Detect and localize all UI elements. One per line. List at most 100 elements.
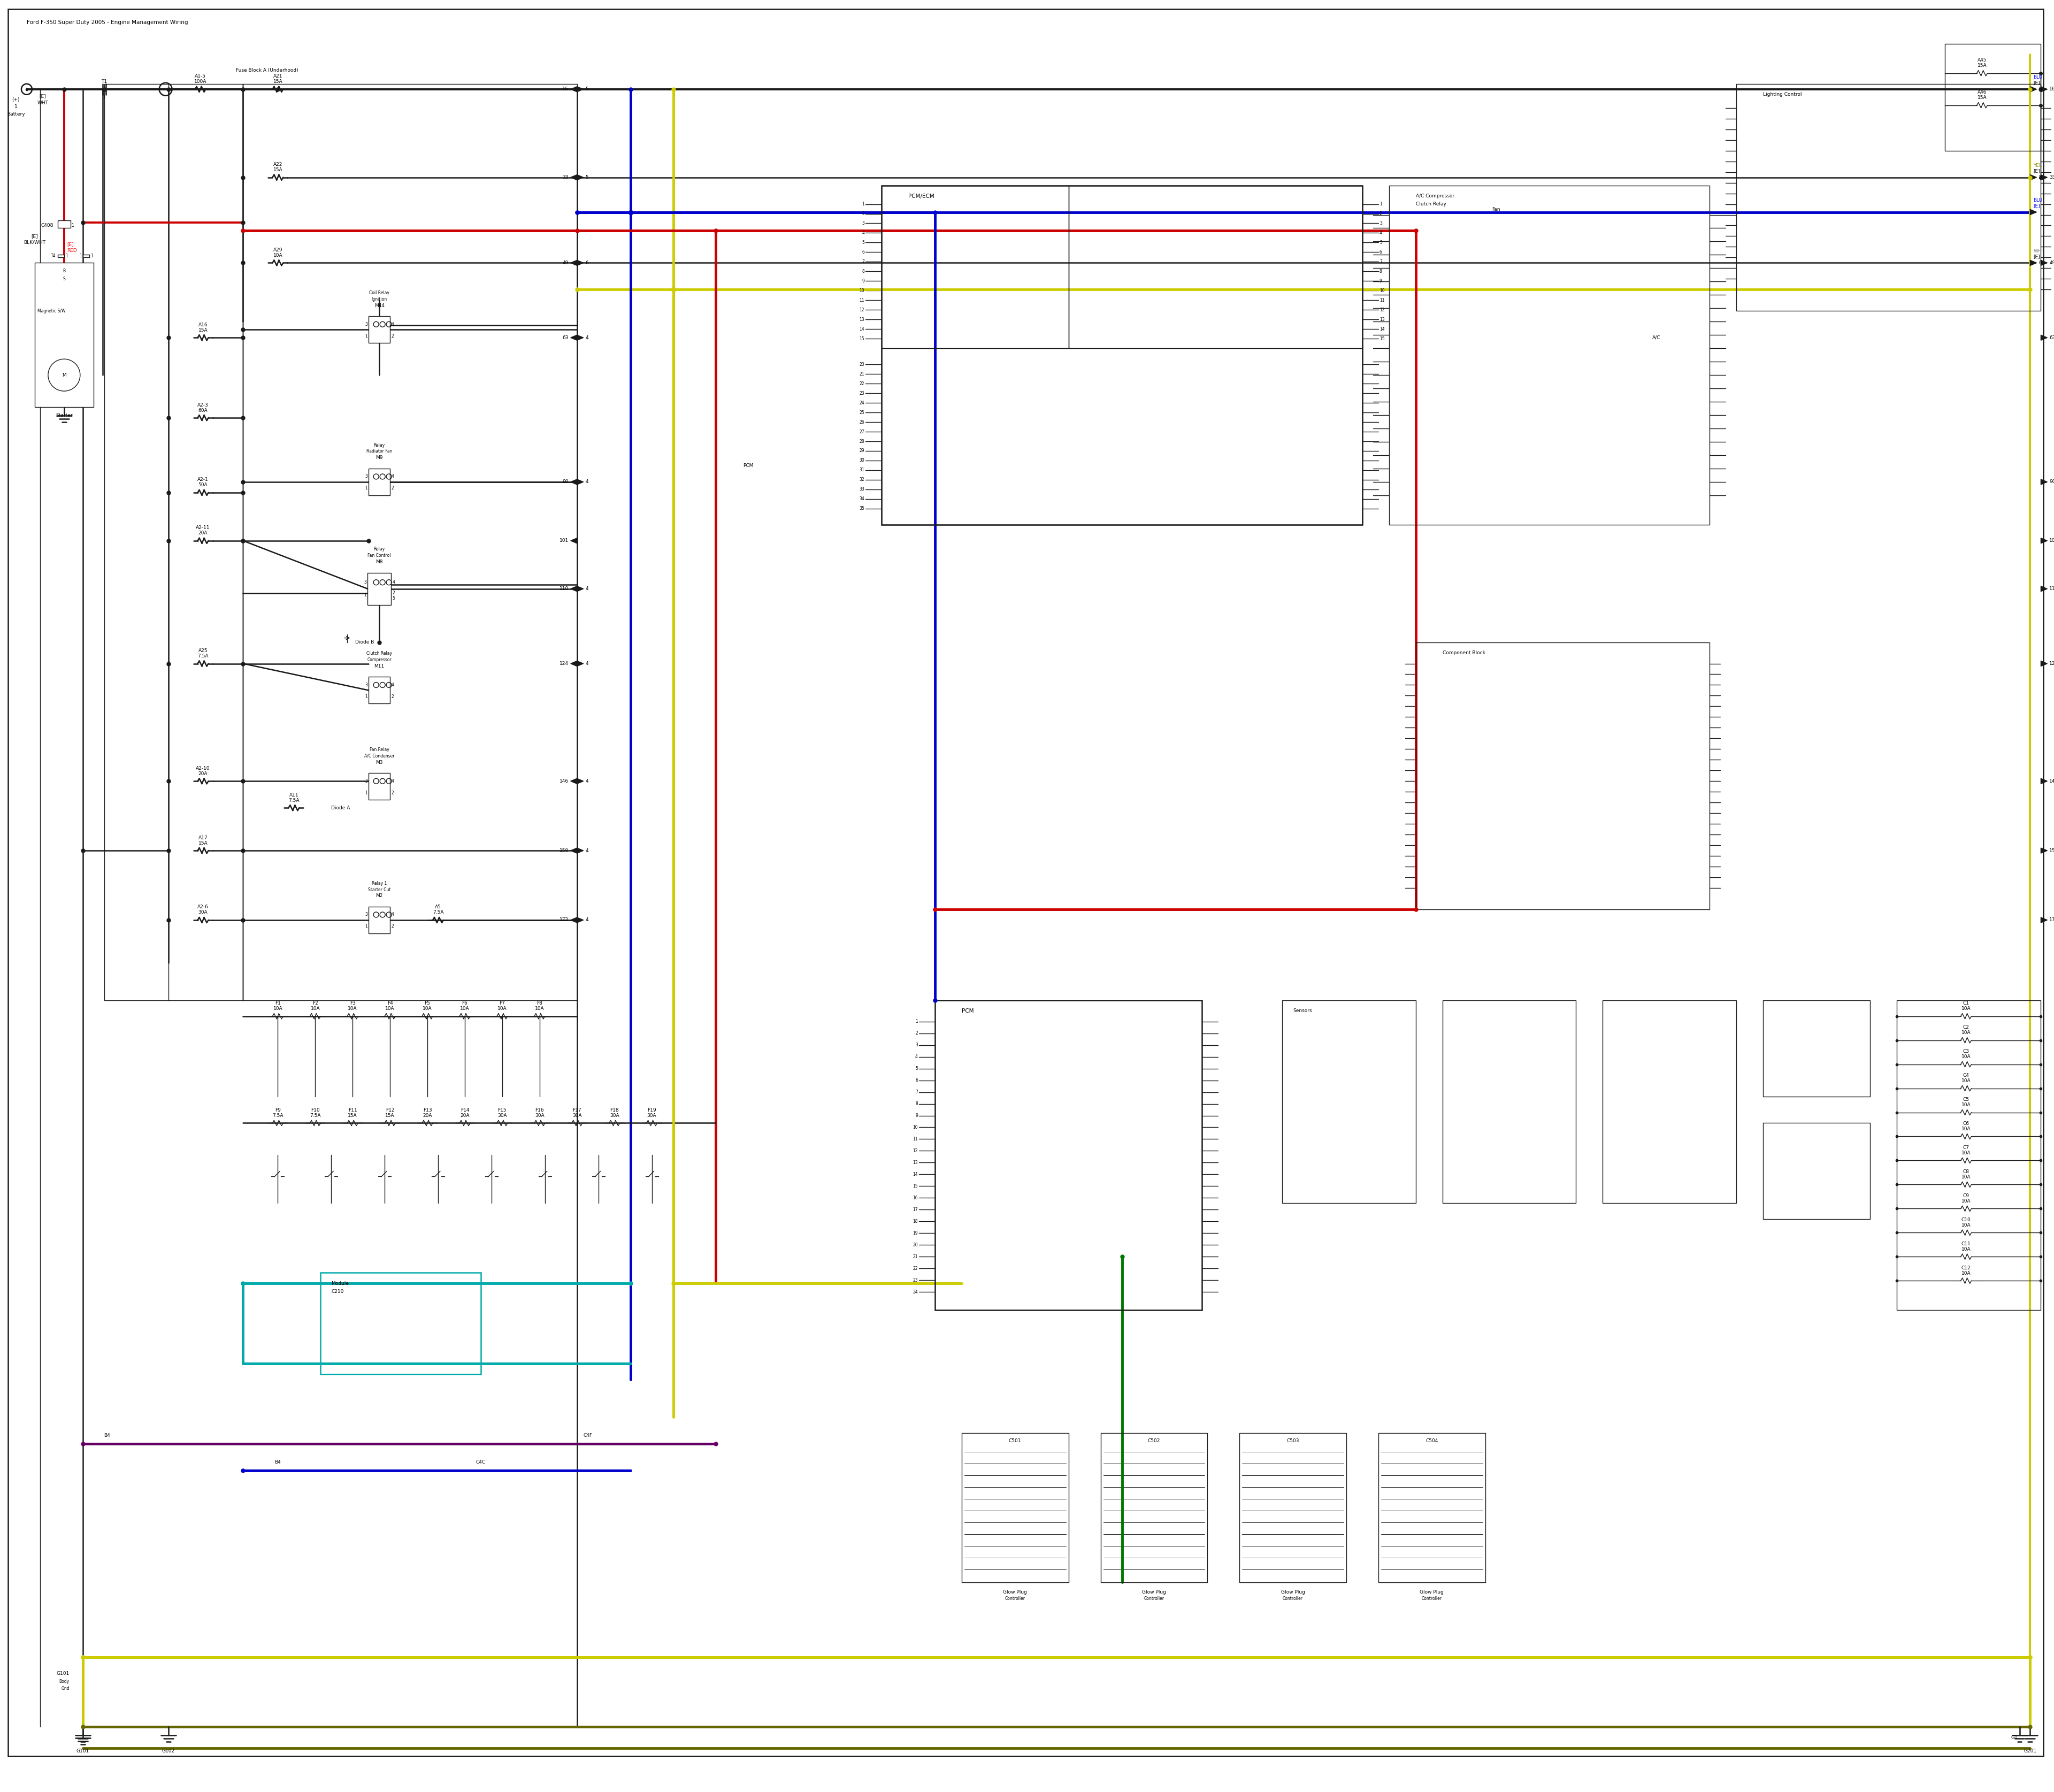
- Bar: [105, 84, 242, 1000]
- Bar: [82, 254, 88, 258]
- Text: 63: 63: [563, 335, 569, 340]
- Text: 14: 14: [859, 326, 865, 332]
- Text: BLU: BLU: [2033, 197, 2042, 202]
- Text: BLK/WHT: BLK/WHT: [25, 240, 45, 246]
- Text: 1: 1: [1380, 202, 1382, 206]
- Text: 2: 2: [916, 1030, 918, 1036]
- Text: A25: A25: [199, 649, 207, 652]
- Text: 15A: 15A: [1978, 95, 1986, 100]
- Text: PCM: PCM: [744, 464, 754, 468]
- Text: 14: 14: [912, 1172, 918, 1177]
- Text: F14: F14: [460, 1107, 468, 1113]
- Text: 6: 6: [1380, 249, 1382, 254]
- Text: Relay 1: Relay 1: [372, 882, 386, 885]
- Text: B: B: [64, 269, 66, 274]
- Text: Glow Plug: Glow Plug: [1282, 1590, 1304, 1595]
- Text: F18: F18: [610, 1107, 618, 1113]
- Text: 34: 34: [859, 496, 865, 502]
- Bar: [368, 317, 390, 342]
- Text: 12: 12: [859, 308, 865, 312]
- Text: 30A: 30A: [610, 1113, 618, 1118]
- Text: 23: 23: [912, 1278, 918, 1283]
- Text: F10: F10: [310, 1107, 320, 1113]
- Text: 5: 5: [863, 240, 865, 246]
- Text: Fan Relay: Fan Relay: [370, 747, 388, 753]
- Text: F7: F7: [499, 1002, 505, 1005]
- Text: 4: 4: [390, 912, 394, 918]
- Text: Diode A: Diode A: [331, 805, 349, 810]
- Text: 50A: 50A: [199, 482, 207, 487]
- Text: C502: C502: [1148, 1439, 1161, 1443]
- Text: G101: G101: [55, 1670, 70, 1676]
- Text: M3: M3: [376, 760, 382, 765]
- Text: [E]: [E]: [68, 242, 74, 247]
- Text: C501: C501: [1009, 1439, 1021, 1443]
- Text: 3: 3: [863, 220, 865, 226]
- Text: 2: 2: [390, 694, 394, 699]
- Bar: [881, 348, 1362, 525]
- Text: 7.5A: 7.5A: [433, 910, 444, 916]
- Text: F3: F3: [349, 1002, 355, 1005]
- Text: 159: 159: [2050, 848, 2054, 853]
- Text: 1: 1: [366, 333, 368, 339]
- Text: Glow Plug: Glow Plug: [1142, 1590, 1167, 1595]
- Text: 13: 13: [912, 1159, 918, 1165]
- Bar: [35, 263, 94, 407]
- Bar: [1389, 185, 1709, 525]
- Text: 15A: 15A: [386, 1113, 394, 1118]
- Text: 3: 3: [366, 780, 368, 783]
- Text: 10: 10: [912, 1125, 918, 1129]
- Text: 10A: 10A: [273, 1007, 283, 1011]
- Text: 4: 4: [392, 581, 394, 584]
- Text: F11: F11: [349, 1107, 357, 1113]
- Text: 7.5A: 7.5A: [273, 1113, 283, 1118]
- Text: G201: G201: [2023, 1749, 2038, 1753]
- Polygon shape: [577, 478, 583, 484]
- Text: 159: 159: [559, 848, 569, 853]
- Bar: [1282, 1000, 1415, 1202]
- Text: 20A: 20A: [460, 1113, 470, 1118]
- Text: 15: 15: [1380, 337, 1384, 340]
- Polygon shape: [2029, 174, 2038, 179]
- Text: 10A: 10A: [1962, 1222, 1970, 1228]
- Bar: [1602, 1000, 1736, 1202]
- Text: 4: 4: [585, 480, 589, 484]
- Text: 7: 7: [863, 260, 865, 263]
- Bar: [1736, 84, 2042, 312]
- Text: 101: 101: [2050, 538, 2054, 543]
- Text: Controller: Controller: [1421, 1597, 1442, 1600]
- Polygon shape: [2042, 661, 2048, 667]
- Text: 49: 49: [2050, 260, 2054, 265]
- Text: 7.5A: 7.5A: [310, 1113, 320, 1118]
- Text: 20A: 20A: [199, 771, 207, 776]
- Text: 1: 1: [14, 104, 18, 109]
- Text: T4: T4: [51, 253, 55, 258]
- Bar: [1239, 1434, 1345, 1582]
- Text: 90: 90: [563, 480, 569, 484]
- Polygon shape: [571, 260, 577, 265]
- Polygon shape: [2042, 778, 2048, 783]
- Polygon shape: [2029, 210, 2038, 215]
- Text: F15: F15: [497, 1107, 507, 1113]
- Text: Lighting Control: Lighting Control: [1762, 91, 1801, 97]
- Text: 4: 4: [1380, 231, 1382, 235]
- Bar: [935, 1000, 1202, 1310]
- Text: 10A: 10A: [1962, 1150, 1970, 1156]
- Text: 7.5A: 7.5A: [288, 797, 300, 803]
- Text: 4: 4: [585, 918, 589, 923]
- Text: 11: 11: [859, 297, 865, 303]
- Text: S: S: [64, 276, 66, 281]
- Text: Glow Plug: Glow Plug: [1419, 1590, 1444, 1595]
- Text: 49: 49: [563, 260, 569, 265]
- Text: A/C Compressor: A/C Compressor: [1415, 194, 1454, 199]
- Text: 22: 22: [912, 1265, 918, 1271]
- Text: 9: 9: [863, 278, 865, 283]
- Text: 10A: 10A: [1962, 1054, 1970, 1059]
- Text: 172: 172: [559, 918, 569, 923]
- Text: F2: F2: [312, 1002, 318, 1005]
- Text: 101: 101: [559, 538, 569, 543]
- Bar: [368, 772, 390, 799]
- Text: Clutch Relay: Clutch Relay: [366, 650, 392, 656]
- Text: 4: 4: [390, 780, 394, 783]
- Text: 6: 6: [863, 249, 865, 254]
